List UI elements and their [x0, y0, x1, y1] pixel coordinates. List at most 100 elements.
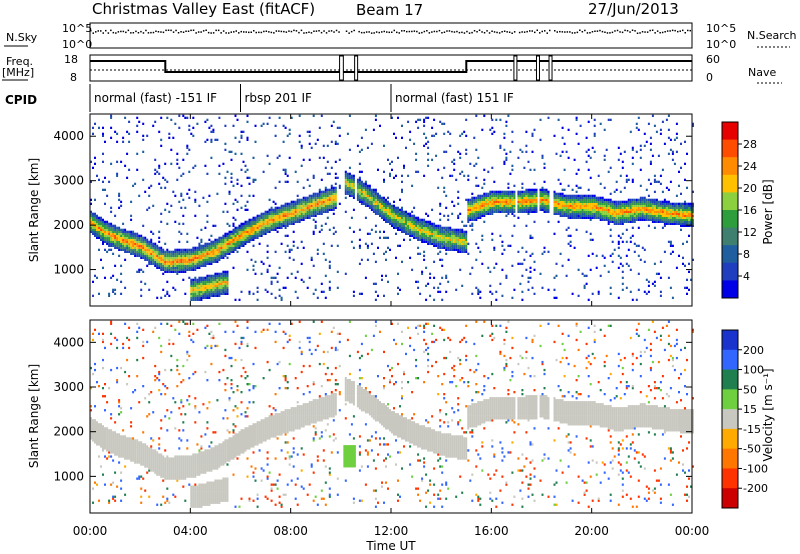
power-cell: [381, 198, 383, 201]
power-cell: [441, 238, 444, 241]
power-cell: [366, 192, 369, 195]
power-cell: [222, 278, 225, 281]
power-cell: [471, 212, 474, 215]
power-cell: [585, 202, 588, 205]
power-cell: [425, 240, 428, 243]
power-cell: [483, 168, 486, 171]
power-cell: [607, 216, 610, 219]
power-cell: [104, 232, 106, 235]
power-cell: [236, 178, 239, 181]
power-cell: [112, 228, 115, 231]
power-cell: [503, 200, 506, 203]
power-cell: [236, 240, 239, 243]
power-cell: [389, 162, 391, 165]
power-cell: [90, 202, 92, 205]
power-cell: [655, 200, 658, 203]
power-cell: [479, 194, 482, 197]
power-cell: [240, 206, 243, 209]
power-cell: [397, 212, 399, 215]
power-cell: [158, 240, 161, 243]
noise-point: [233, 31, 235, 33]
power-cell: [535, 204, 538, 207]
power-cell: [517, 156, 520, 159]
power-cell: [431, 158, 434, 161]
noise-tick-top-left: 10^5: [62, 22, 92, 35]
power-cell: [308, 214, 311, 217]
power-cell: [417, 220, 420, 223]
power-cell: [102, 242, 104, 245]
power-cell: [657, 220, 660, 223]
power-cell: [212, 288, 215, 291]
power-cell: [368, 196, 371, 199]
noise-point: [418, 32, 421, 34]
power-cell: [344, 190, 347, 193]
power-cell: [144, 236, 147, 239]
power-cell: [429, 224, 432, 227]
power-cell: [637, 218, 640, 221]
power-cell: [499, 200, 502, 203]
power-cell: [108, 248, 111, 251]
power-cell: [385, 204, 387, 207]
power-cell: [437, 228, 440, 231]
power-cell: [140, 234, 143, 237]
noise-point: [413, 30, 416, 32]
power-cell: [621, 282, 624, 285]
power-cell: [362, 200, 365, 203]
power-cell: [535, 196, 538, 199]
power-cell: [320, 192, 323, 195]
power-cell: [242, 236, 245, 239]
power-cell: [150, 240, 153, 243]
power-cell: [316, 296, 319, 299]
power-cell: [104, 248, 106, 251]
power-cell: [248, 226, 251, 229]
power-cell: [270, 216, 273, 219]
power-cell: [377, 202, 379, 205]
power-cell: [651, 154, 654, 157]
power-cell: [645, 212, 648, 215]
power-cell: [278, 288, 281, 291]
power-cell: [242, 230, 245, 233]
power-cell: [625, 240, 628, 243]
power-cell: [651, 220, 654, 223]
power-cell: [256, 220, 259, 223]
power-cell: [541, 194, 544, 197]
power-cell: [459, 268, 462, 271]
power-cell: [407, 216, 410, 219]
power-cell: [210, 130, 213, 133]
power-cell: [501, 208, 504, 211]
power-cell: [639, 206, 642, 209]
power-cell: [481, 206, 484, 209]
power-cell: [140, 240, 143, 243]
power-cell: [236, 226, 239, 229]
power-cell: [252, 180, 255, 183]
power-cell: [370, 204, 373, 207]
power-cell: [186, 264, 189, 267]
power-cell: [190, 250, 193, 253]
power-cell: [481, 212, 484, 215]
power-cell: [372, 190, 375, 193]
power-cell: [212, 284, 215, 287]
power-cell: [324, 190, 327, 193]
power-cell: [493, 198, 496, 201]
power-cell: [625, 220, 628, 223]
power-cell: [653, 262, 656, 265]
power-cell: [154, 264, 157, 267]
power-cell: [629, 212, 632, 215]
power-cell: [230, 242, 233, 245]
power-cell: [100, 230, 102, 233]
power-cell: [459, 156, 462, 159]
power-cell: [655, 130, 658, 133]
power-cell: [240, 130, 243, 133]
power-cell: [525, 208, 528, 211]
noise-point: [591, 31, 594, 33]
power-cell: [595, 216, 598, 219]
power-cell: [282, 216, 285, 219]
power-cell: [477, 196, 480, 199]
power-cell: [280, 296, 283, 299]
power-cell: [164, 162, 167, 165]
power-cell: [411, 232, 414, 235]
power-cell: [413, 232, 416, 235]
power-cell: [665, 200, 668, 203]
power-cell: [609, 192, 612, 195]
power-cell: [328, 200, 331, 203]
